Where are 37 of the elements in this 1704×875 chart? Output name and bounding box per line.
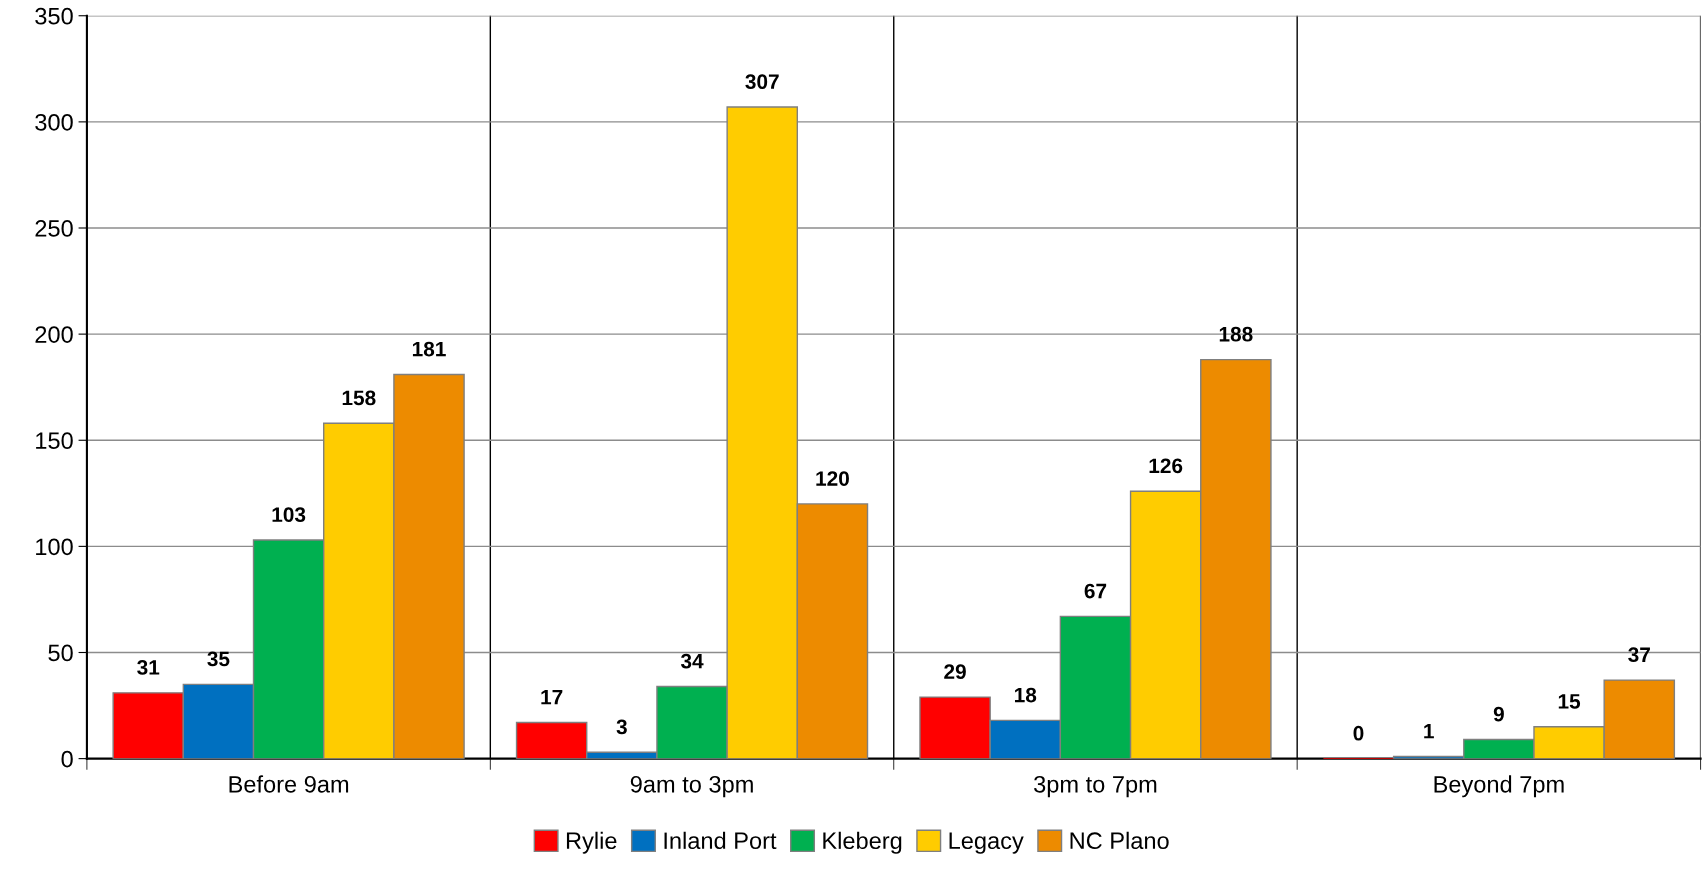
data-label: 3 [616, 719, 627, 735]
y-tick-label: 250 [35, 220, 73, 237]
x-tick-label: 9am to 3pm [630, 775, 753, 798]
data-label: 126 [1149, 458, 1183, 474]
data-label: 158 [342, 390, 376, 406]
x-tick-label: Beyond 7pm [1434, 775, 1564, 798]
y-tick-label: 200 [35, 326, 73, 343]
data-label: 37 [1628, 647, 1650, 663]
y-tick-label: 350 [35, 7, 73, 25]
data-label: 188 [1219, 326, 1253, 342]
data-label: 0 [1353, 725, 1364, 741]
data-label: 9 [1493, 706, 1504, 722]
legend-label: Rylie [566, 831, 617, 854]
data-label: 17 [541, 690, 563, 705]
data-label: 1 [1424, 723, 1434, 739]
data-label: 103 [272, 507, 306, 523]
legend-label: Inland Port [664, 831, 777, 850]
y-tick-label: 50 [48, 644, 73, 662]
data-label: 34 [680, 653, 704, 669]
x-tick-label: 3pm to 7pm [1034, 775, 1157, 798]
y-tick-label: 0 [61, 750, 73, 768]
y-tick-label: 100 [36, 538, 73, 556]
data-label: 307 [745, 74, 779, 90]
y-tick-label: 150 [36, 432, 73, 450]
data-label: 29 [944, 664, 966, 680]
legend-label: Kleberg [823, 831, 902, 854]
data-label: 120 [816, 471, 849, 486]
data-label: 18 [1014, 687, 1037, 703]
data-label: 31 [137, 660, 160, 675]
legend-label: Legacy [949, 832, 1024, 854]
y-tick-label: 300 [35, 113, 73, 131]
data-label: 181 [412, 341, 446, 357]
data-label: 35 [207, 651, 230, 667]
data-label: 67 [1084, 583, 1107, 599]
legend-label: NC Plano [1070, 831, 1169, 850]
x-tick-label: Before 9am [229, 775, 349, 793]
data-label: 15 [1558, 694, 1581, 709]
